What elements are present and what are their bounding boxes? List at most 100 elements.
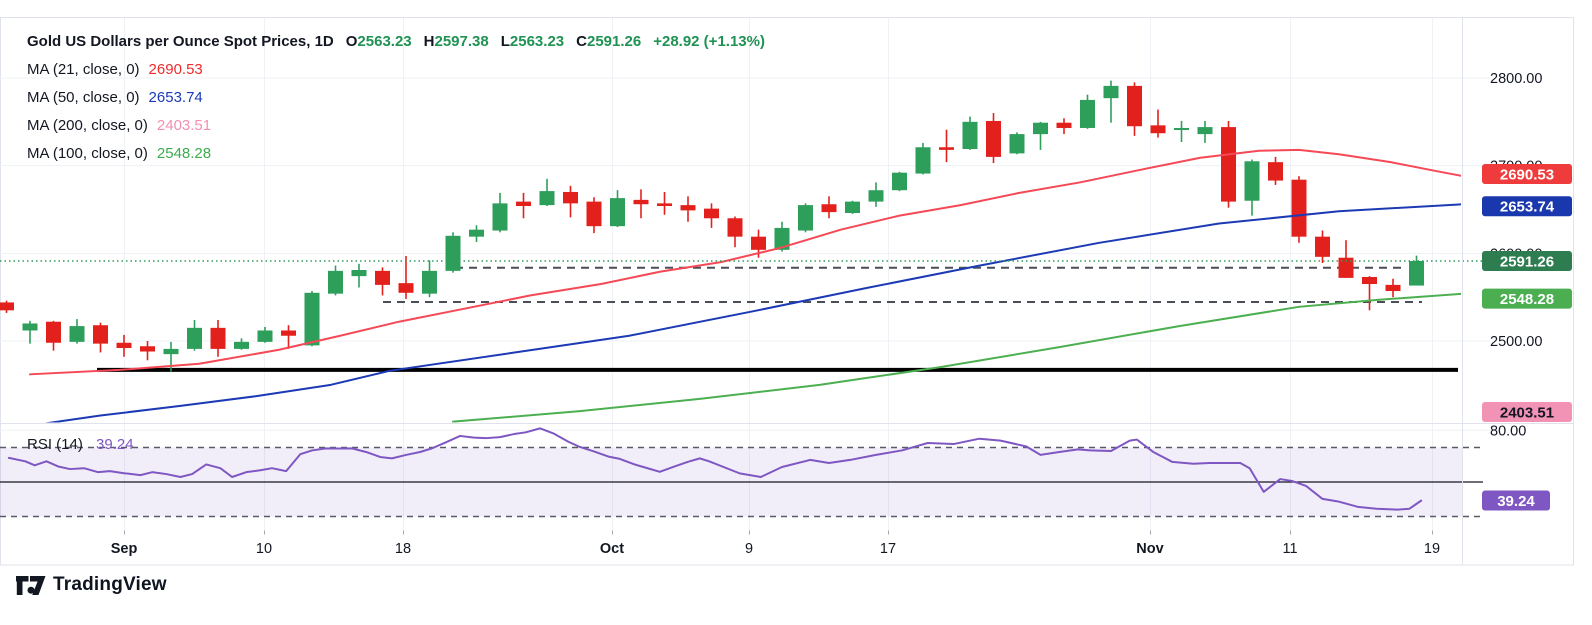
candle	[680, 196, 696, 222]
price-badge: 2403.51	[1482, 402, 1572, 422]
candle-body	[93, 325, 108, 344]
brand-footer[interactable]: TradingView	[16, 574, 167, 596]
candle	[1385, 278, 1401, 298]
candle-body	[69, 326, 85, 342]
candle-body	[1409, 260, 1424, 286]
ma100-legend-row[interactable]: MA (100, close, 0) 2548.28	[27, 140, 765, 168]
price-axis-label[interactable]: 2800.00	[1490, 71, 1542, 87]
candles-group	[0, 80, 1424, 372]
candle	[1150, 109, 1166, 138]
candle-body	[845, 201, 860, 214]
candle	[281, 325, 296, 349]
candle-body	[1080, 99, 1095, 128]
candle	[304, 291, 320, 347]
time-axis-label[interactable]: 10	[256, 541, 272, 557]
price-change: +28.92 (+1.13%)	[653, 33, 765, 50]
ma200-value: 2403.51	[156, 117, 212, 134]
ma21-legend-row[interactable]: MA (21, close, 0) 2690.53	[27, 56, 765, 84]
candle	[469, 225, 484, 242]
time-axis-label[interactable]: 9	[745, 541, 753, 557]
time-axis-label[interactable]: Nov	[1136, 541, 1163, 557]
candle-body	[0, 302, 14, 311]
ma50-legend-row[interactable]: MA (50, close, 0) 2653.74	[27, 84, 765, 112]
price-axis-label[interactable]: 2500.00	[1490, 334, 1542, 350]
candle	[328, 265, 343, 296]
candle-body	[962, 121, 978, 150]
price-badge-bg	[1482, 196, 1572, 217]
rsi-legend[interactable]: RSI (14) 39.24	[27, 436, 134, 453]
price-badge: 2591.26	[1482, 250, 1572, 271]
candle	[563, 185, 578, 218]
candle-body	[1385, 284, 1401, 292]
ohlc-close: C2591.26	[576, 33, 642, 50]
candle	[633, 189, 649, 219]
price-badge-text: 39.24	[1497, 493, 1535, 510]
candle	[1362, 276, 1377, 311]
price-badge-text: 2403.51	[1500, 405, 1554, 422]
candle-body	[680, 205, 696, 211]
time-axis-label[interactable]: 17	[880, 541, 896, 557]
candle-body	[234, 341, 249, 349]
candle-body	[46, 321, 61, 343]
candle	[492, 192, 508, 233]
candle-body	[492, 203, 508, 231]
candle	[1221, 120, 1236, 208]
candle	[140, 341, 155, 361]
candle-body	[1174, 127, 1189, 130]
rsi-axis-label[interactable]: 80.00	[1490, 423, 1526, 439]
brand-name: TradingView	[53, 574, 167, 595]
ma200-legend-row[interactable]: MA (200, close, 0) 2403.51	[27, 112, 765, 140]
candle-body	[22, 323, 38, 331]
candle	[445, 232, 461, 273]
candle-body	[210, 327, 226, 349]
price-badge-bg	[1482, 288, 1572, 309]
candle-body	[398, 283, 414, 293]
price-badge-bg	[1482, 490, 1550, 511]
candle	[892, 171, 907, 192]
candle-body	[469, 229, 484, 237]
candle	[187, 319, 202, 351]
candle-body	[1056, 122, 1072, 128]
ma100-line	[452, 292, 1461, 423]
candle	[610, 190, 625, 228]
candle-body	[539, 191, 555, 206]
candle-body	[633, 199, 649, 205]
candle	[1244, 159, 1260, 216]
candle-body	[821, 204, 837, 213]
price-badge-text: 2548.28	[1500, 291, 1554, 308]
close-value: 2591.26	[586, 33, 642, 50]
ohlc-high: H2597.38	[423, 33, 489, 50]
candle-body	[915, 147, 931, 174]
candle-body	[751, 236, 766, 250]
candle	[1033, 121, 1048, 150]
price-badge-text: 2690.53	[1500, 166, 1554, 183]
candle-body	[798, 205, 813, 231]
symbol-header-row[interactable]: Gold US Dollars per Ounce Spot Prices, 1…	[27, 28, 765, 56]
price-badge: 2548.28	[1482, 288, 1572, 309]
candle-body	[304, 292, 320, 346]
rsi-line	[7, 427, 1423, 511]
time-axis-label[interactable]: 18	[395, 541, 411, 557]
time-axis-label[interactable]: Oct	[600, 541, 624, 557]
candle	[116, 334, 132, 357]
candle-body	[116, 342, 132, 349]
ma21-value: 2690.53	[148, 61, 203, 78]
candle	[798, 203, 813, 233]
candle	[422, 260, 437, 298]
candle	[46, 320, 61, 351]
candle-body	[281, 330, 296, 336]
candle-body	[610, 198, 625, 227]
chart-legend: Gold US Dollars per Ounce Spot Prices, 1…	[27, 28, 765, 168]
candle-body	[986, 120, 1001, 157]
time-axis-label[interactable]: Sep	[111, 541, 138, 557]
candle	[0, 300, 14, 313]
candle-body	[1127, 85, 1142, 127]
time-axis-label[interactable]: 19	[1424, 541, 1440, 557]
candle	[1291, 176, 1307, 243]
candle	[1009, 132, 1025, 155]
time-axis-label[interactable]: 11	[1282, 541, 1297, 557]
open-value: 2563.23	[357, 33, 412, 50]
candle-body	[1315, 236, 1330, 257]
